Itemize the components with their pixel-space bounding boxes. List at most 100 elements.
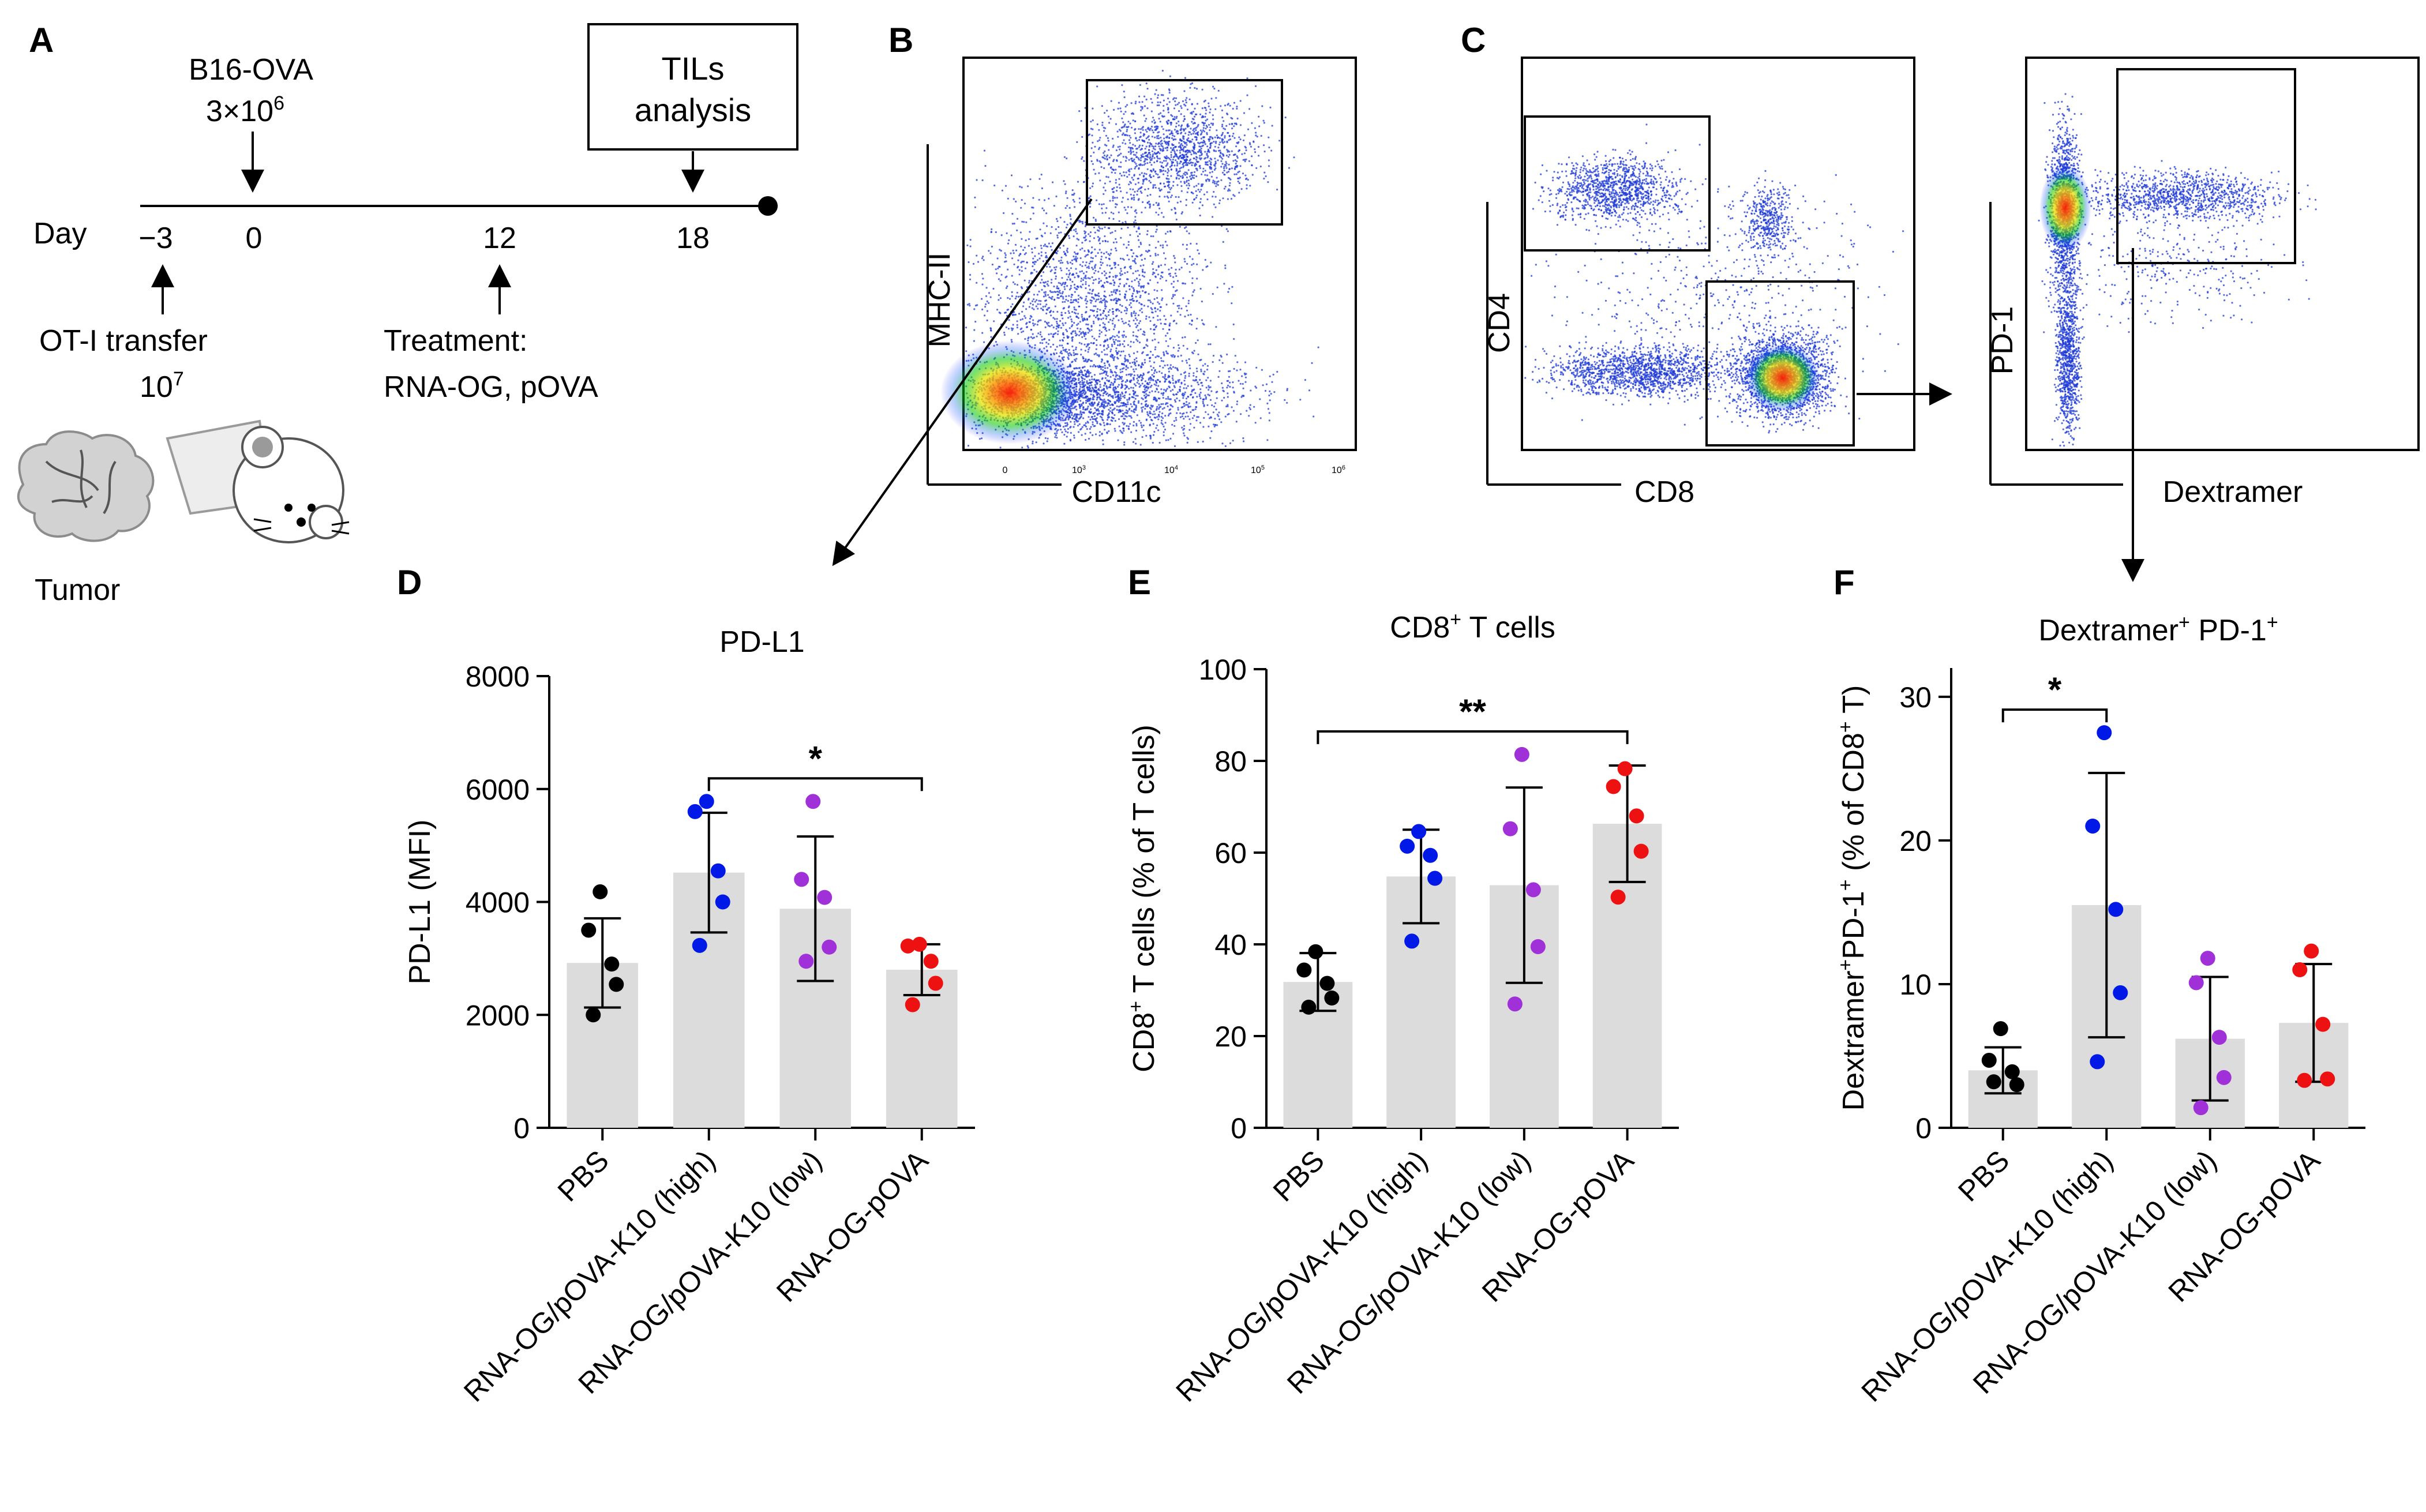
flow-event <box>1060 350 1062 352</box>
flow-event <box>1141 148 1143 150</box>
flow-event <box>1074 423 1076 425</box>
flow-event <box>1146 130 1148 133</box>
flow-event <box>1161 276 1164 279</box>
flow-event <box>1044 291 1047 293</box>
flow-event <box>1161 70 1164 72</box>
flow-event <box>1018 269 1021 271</box>
flow-event <box>1162 360 1165 362</box>
flow-event <box>1036 271 1038 273</box>
flow-event <box>1183 136 1185 138</box>
flow-event <box>1199 190 1201 193</box>
flow-event <box>1200 137 1202 140</box>
flow-event <box>1183 434 1186 437</box>
flow-event <box>1227 291 1229 293</box>
flow-event <box>1078 403 1081 406</box>
flow-event <box>1084 256 1086 258</box>
flow-event <box>1142 275 1144 277</box>
flow-event <box>1254 127 1256 129</box>
flow-event <box>1200 133 1203 135</box>
flow-event <box>1164 185 1167 187</box>
flow-event <box>1027 337 1029 340</box>
flow-event <box>1134 397 1137 400</box>
flow-event <box>1236 106 1238 108</box>
flow-event <box>1091 387 1094 389</box>
flow-event <box>1090 302 1092 304</box>
flow-event <box>1025 322 1028 325</box>
flow-event <box>1111 294 1113 296</box>
flow-event <box>1005 326 1007 329</box>
flow-event <box>1149 360 1151 362</box>
flow-event <box>1164 257 1167 260</box>
flow-event <box>1073 415 1075 418</box>
flow-event <box>1154 346 1157 348</box>
flow-event <box>1158 196 1161 198</box>
flow-event <box>1134 314 1137 317</box>
flow-event <box>1116 160 1118 162</box>
flow-event <box>1075 358 1078 360</box>
flow-event <box>1153 361 1156 363</box>
flow-event <box>1152 302 1154 305</box>
flow-event <box>1097 298 1100 301</box>
flow-event <box>1126 175 1128 178</box>
flow-event <box>1032 257 1034 260</box>
flow-event <box>1225 228 1228 230</box>
flow-event <box>1071 194 1074 196</box>
flow-event <box>1052 317 1055 319</box>
flow-event <box>1221 123 1224 126</box>
flow-event <box>1033 336 1035 339</box>
flow-event <box>1167 143 1169 145</box>
flow-event <box>1101 121 1104 124</box>
flow-event <box>1064 350 1067 352</box>
flow-event <box>1105 207 1108 209</box>
flow-event <box>1227 190 1229 192</box>
flow-event <box>1022 260 1025 262</box>
flow-event <box>1174 100 1176 103</box>
flow-event <box>1213 164 1216 166</box>
flow-event <box>1138 302 1141 304</box>
flow-event <box>1105 327 1107 329</box>
flow-event <box>1079 249 1082 251</box>
flow-event <box>1104 189 1107 192</box>
flow-event <box>1067 310 1070 312</box>
flow-event <box>1010 327 1013 329</box>
flow-event <box>1168 101 1171 103</box>
flow-event <box>988 292 990 294</box>
flow-event <box>1103 154 1106 157</box>
flow-event <box>1206 154 1208 156</box>
flow-event <box>1110 283 1112 285</box>
flow-event <box>1087 324 1089 326</box>
flow-event <box>1018 313 1021 315</box>
flow-event <box>1268 136 1270 138</box>
flow-event <box>1206 174 1209 177</box>
flow-event <box>1038 290 1040 292</box>
flow-event <box>1040 174 1043 176</box>
flow-event <box>1192 352 1194 355</box>
flow-event <box>1146 107 1149 110</box>
flow-event <box>1179 144 1182 147</box>
flow-event <box>1173 129 1176 131</box>
flow-event <box>1075 256 1077 258</box>
flow-event <box>1124 123 1126 126</box>
flow-event <box>1218 137 1221 140</box>
flow-event <box>969 278 972 280</box>
flow-event <box>1163 110 1165 112</box>
flow-event <box>1064 207 1067 209</box>
flow-event <box>1220 166 1223 168</box>
flow-event <box>1194 122 1196 125</box>
flow-event <box>996 309 999 311</box>
flow-event <box>1215 97 1217 99</box>
flow-event <box>1109 404 1111 406</box>
flow-event <box>1076 333 1078 336</box>
flow-event <box>1192 150 1194 152</box>
flow-event <box>1180 181 1182 183</box>
flow-event <box>1154 326 1157 328</box>
flow-event <box>1063 251 1065 253</box>
flow-event <box>1006 232 1008 234</box>
flow-dots <box>940 70 1319 449</box>
flow-event <box>1016 324 1018 327</box>
flow-event <box>1134 161 1136 163</box>
flow-event <box>1194 152 1197 154</box>
flow-event <box>1118 332 1120 334</box>
flow-event <box>1189 140 1191 142</box>
flow-event <box>1031 207 1033 209</box>
